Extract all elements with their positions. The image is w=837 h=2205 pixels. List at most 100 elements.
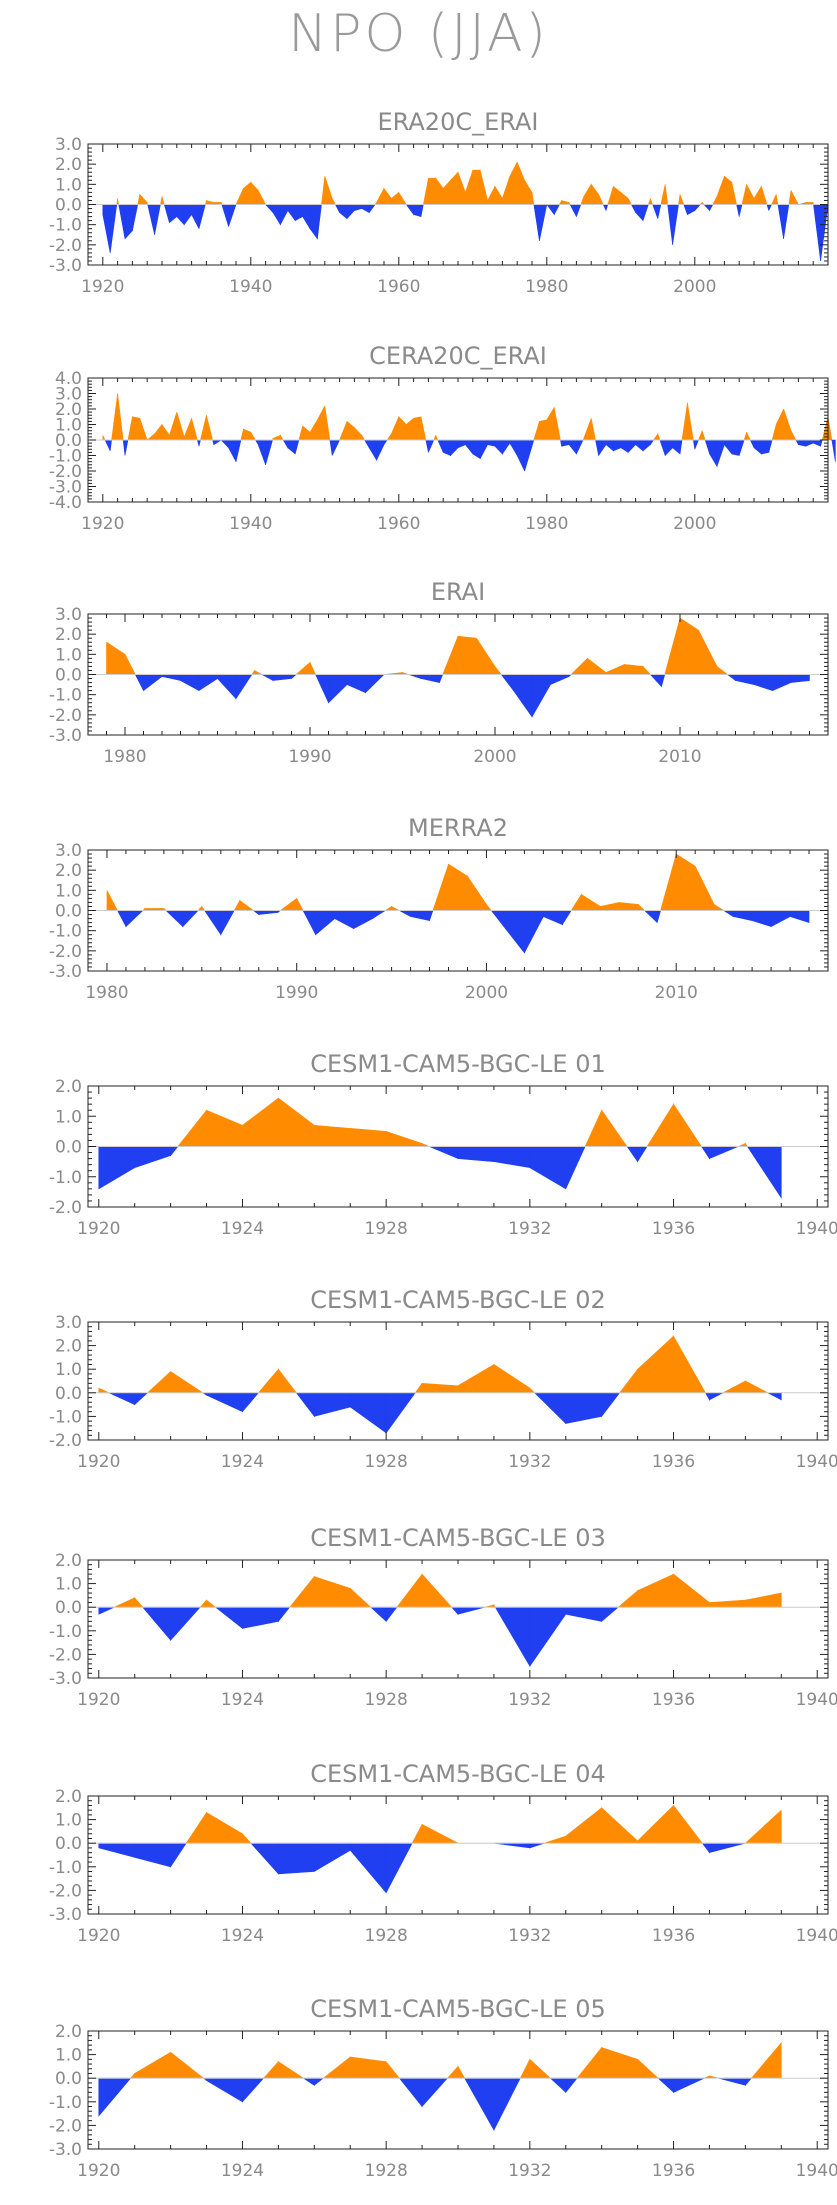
negative-area [346, 204, 355, 220]
positive-area [647, 198, 651, 205]
y-tick-label: 2.0 [55, 625, 82, 645]
negative-area [679, 439, 683, 454]
x-tick-label: 1924 [221, 1452, 264, 1472]
negative-area [667, 204, 673, 245]
negative-area [124, 204, 133, 240]
negative-area [161, 674, 181, 681]
positive-area [743, 432, 747, 441]
positive-area [421, 1383, 459, 1394]
y-tick-label: -2.0 [49, 1431, 82, 1451]
positive-area [544, 1835, 567, 1844]
negative-area [704, 439, 710, 455]
negative-area [533, 1392, 567, 1425]
positive-area [200, 415, 207, 441]
positive-area [161, 196, 165, 205]
positive-area [694, 865, 715, 911]
negative-area [457, 1606, 486, 1615]
negative-area [753, 674, 773, 692]
y-tick-label: -4.0 [49, 493, 82, 513]
negative-area [242, 1606, 279, 1629]
panel-title: CESM1-CAM5-BGC-LE 02 [310, 1286, 606, 1314]
negative-area [339, 204, 348, 220]
x-tick-label: 2010 [658, 747, 701, 767]
x-tick-label: 1936 [652, 1219, 695, 1239]
positive-area [775, 408, 784, 441]
positive-area [398, 191, 407, 205]
negative-area [664, 439, 673, 457]
negative-area [368, 439, 377, 462]
x-tick-label: 1920 [77, 1452, 120, 1472]
negative-area [726, 674, 736, 682]
positive-area [637, 1573, 674, 1608]
negative-area [687, 204, 696, 216]
positive-area [673, 1573, 710, 1608]
positive-area [753, 185, 762, 205]
x-tick-label: 1980 [103, 747, 146, 767]
positive-area [583, 418, 592, 441]
y-tick-label: -3.0 [49, 256, 82, 276]
x-tick-label: 1924 [221, 2161, 264, 2181]
positive-area [570, 893, 582, 911]
negative-area [450, 439, 459, 457]
y-tick-label: 0.0 [55, 1598, 82, 1618]
main-title: NPO (JJA) [288, 4, 549, 64]
negative-area [134, 1146, 171, 1169]
negative-area [302, 910, 316, 935]
positive-area [354, 426, 363, 441]
negative-area [429, 910, 434, 921]
x-tick-label: 1980 [525, 514, 568, 534]
negative-area [437, 439, 444, 453]
positive-area [278, 1368, 297, 1394]
positive-area [687, 402, 694, 441]
positive-area [242, 1832, 252, 1844]
positive-area [679, 617, 699, 675]
negative-area [595, 439, 599, 456]
positive-area [385, 2060, 401, 2079]
negative-area [203, 910, 222, 936]
negative-area [568, 439, 577, 455]
positive-area [106, 890, 119, 911]
negative-area [361, 204, 370, 214]
positive-area [698, 430, 703, 441]
positive-area [432, 864, 449, 911]
negative-area [294, 439, 300, 455]
positive-area [601, 1109, 628, 1147]
x-tick-label: 1924 [221, 1926, 264, 1946]
negative-area [724, 439, 733, 455]
positive-area [111, 393, 118, 441]
negative-area [789, 910, 810, 924]
y-tick-label: -1.0 [49, 1858, 82, 1878]
positive-area [580, 196, 585, 205]
positive-area [673, 1804, 703, 1844]
x-tick-label: 1928 [365, 1926, 408, 1946]
negative-area [134, 1392, 149, 1406]
y-tick-label: -2.0 [49, 706, 82, 726]
y-tick-label: -2.0 [49, 1645, 82, 1665]
negative-area [125, 910, 144, 928]
positive-area [827, 416, 833, 441]
positive-area [601, 2047, 638, 2079]
positive-area [386, 432, 392, 441]
negative-area [767, 1392, 782, 1401]
positive-area [524, 179, 533, 205]
positive-area [322, 2056, 351, 2079]
negative-area [376, 439, 385, 461]
negative-area [170, 1146, 179, 1157]
positive-area [531, 192, 535, 205]
negative-area [98, 1146, 135, 1190]
positive-area [790, 190, 799, 205]
positive-area [206, 1811, 243, 1844]
x-tick-label: 1936 [652, 1926, 695, 1946]
negative-area [642, 204, 649, 221]
positive-area [590, 418, 596, 441]
negative-area [314, 1842, 351, 1873]
negative-area [170, 1842, 187, 1868]
negative-area [701, 1842, 710, 1854]
positive-area [243, 181, 252, 205]
positive-area [565, 1807, 602, 1844]
negative-area [635, 439, 644, 452]
negative-area [314, 1392, 351, 1417]
negative-area [108, 1392, 135, 1406]
negative-area [282, 439, 289, 449]
